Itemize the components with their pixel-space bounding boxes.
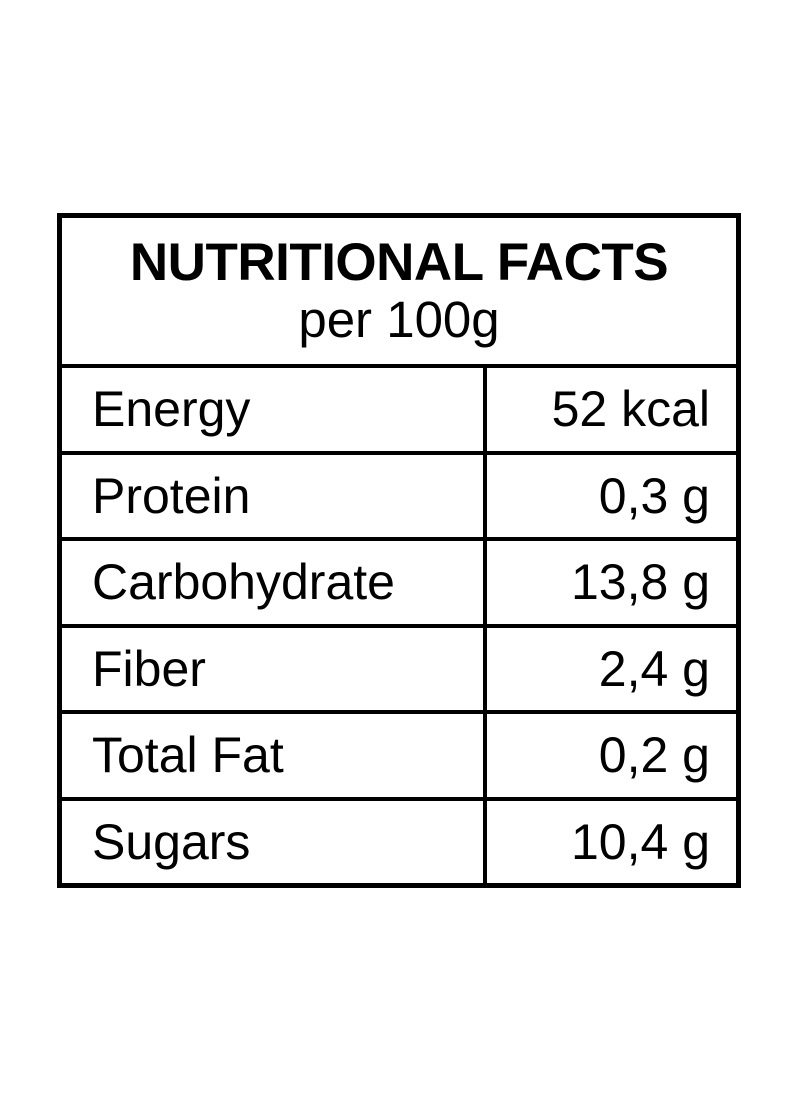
nutrient-value: 0,3 g xyxy=(598,467,710,524)
nutrient-label: Sugars xyxy=(62,800,487,883)
table-row-fiber: Fiber 2,4 g xyxy=(62,627,736,714)
nutrient-label: Protein xyxy=(62,454,487,537)
table-row-sugars: Sugars 10,4 g xyxy=(62,800,736,883)
table-row-total-fat: Total Fat 0,2 g xyxy=(62,714,736,801)
nutrient-value: 0,2 g xyxy=(598,727,710,784)
table-row-energy: Energy 52 kcal xyxy=(62,368,736,455)
table-subtitle: per 100g xyxy=(298,291,500,349)
nutrition-facts-table: NUTRITIONAL FACTS per 100g Energy 52 kca… xyxy=(57,213,741,888)
nutrient-label: Energy xyxy=(62,368,487,451)
table-row-carbohydrate: Carbohydrate 13,8 g xyxy=(62,541,736,628)
nutrient-value: 13,8 g xyxy=(570,554,710,611)
table-body: Energy 52 kcal Protein 0,3 g Carbohydrat… xyxy=(62,368,736,883)
table-title: NUTRITIONAL FACTS xyxy=(129,232,669,292)
nutrient-label: Carbohydrate xyxy=(62,541,487,624)
table-header: NUTRITIONAL FACTS per 100g xyxy=(62,218,736,368)
nutrient-label: Total Fat xyxy=(62,714,487,797)
nutrient-value: 2,4 g xyxy=(598,640,710,697)
nutrient-value: 52 kcal xyxy=(551,381,710,438)
nutrient-value: 10,4 g xyxy=(570,813,710,870)
nutrient-label: Fiber xyxy=(62,627,487,710)
table-row-protein: Protein 0,3 g xyxy=(62,454,736,541)
